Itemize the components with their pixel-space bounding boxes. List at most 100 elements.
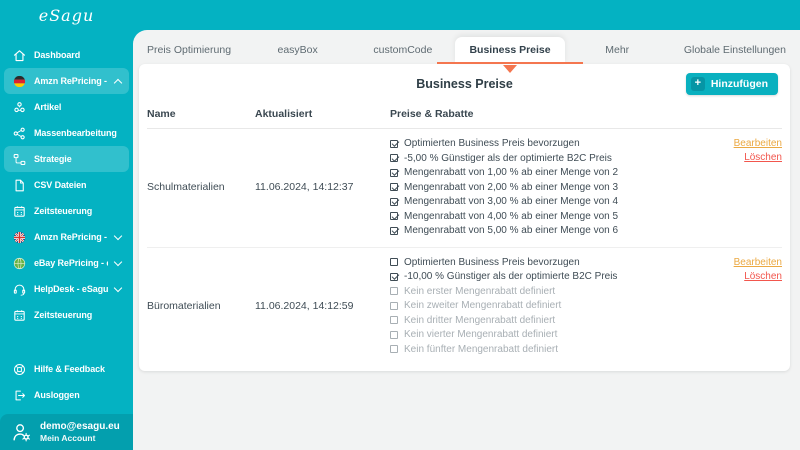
table-row: Büromaterialien 11.06.2024, 14:12:59 Opt… bbox=[147, 246, 782, 366]
column-header-preise-rabatte: Preise & Rabatte bbox=[390, 108, 474, 120]
price-rule-text: Optimierten Business Preis bevorzugen bbox=[404, 256, 580, 268]
checkbox-unchecked-icon bbox=[390, 330, 398, 339]
column-header-actions bbox=[718, 108, 782, 120]
row-price-rules: Optimierten Business Preis bevorzugen -5… bbox=[390, 137, 718, 238]
price-rule-text: Kein zweiter Mengenrabatt definiert bbox=[404, 300, 562, 311]
account-email: demo@esagu.eu bbox=[40, 421, 120, 432]
price-rule-item: Kein vierter Mengenrabatt definiert bbox=[390, 328, 718, 342]
sidebar-footer-nav: Hilfe & Feedback Ausloggen bbox=[0, 356, 133, 408]
checkbox-unchecked-icon bbox=[390, 316, 398, 324]
tab-label: Mehr bbox=[605, 44, 630, 56]
sidebar-item-helpdesk-esagu[interactable]: HelpDesk - eSagu bbox=[4, 276, 129, 302]
articles-icon bbox=[12, 100, 27, 115]
edit-link[interactable]: Bearbeiten bbox=[733, 138, 782, 149]
sidebar-item-ausloggen[interactable]: Ausloggen bbox=[4, 382, 129, 408]
file-icon bbox=[12, 178, 27, 193]
sidebar-item-csv-dateien[interactable]: CSV Dateien bbox=[4, 172, 129, 198]
price-rule-text: Kein vierter Mengenrabatt definiert bbox=[404, 329, 558, 340]
checkbox-checked-icon bbox=[390, 212, 398, 220]
tab-customcode[interactable]: customCode bbox=[350, 30, 455, 64]
sidebar-item-zeitsteuerung[interactable]: Zeitsteuerung bbox=[4, 302, 129, 328]
price-rule-item: Kein fünfter Mengenrabatt definiert bbox=[390, 343, 718, 357]
card-header: Business Preise + Hinzufügen bbox=[147, 64, 782, 104]
checkbox-unchecked-icon bbox=[390, 345, 398, 353]
sidebar-item-label: Hilfe & Feedback bbox=[34, 364, 105, 374]
delete-link[interactable]: Löschen bbox=[744, 270, 782, 282]
sidebar-item-amzn-repricing-esagu[interactable]: Amzn RePricing - eSagu bbox=[4, 224, 129, 250]
tab-business-preise[interactable]: Business Preise bbox=[437, 30, 583, 73]
checkbox-checked-icon bbox=[390, 154, 398, 162]
strategy-icon bbox=[12, 152, 27, 167]
tab-label: Globale Einstellungen bbox=[683, 44, 786, 56]
business-preise-card: Business Preise + Hinzufügen Name Aktual… bbox=[139, 64, 790, 371]
user-gear-icon bbox=[10, 421, 32, 443]
sidebar-item-zeitsteuerung[interactable]: Zeitsteuerung bbox=[4, 198, 129, 224]
column-header-aktualisiert: Aktualisiert bbox=[255, 108, 313, 120]
edit-link[interactable]: Bearbeiten bbox=[733, 256, 782, 268]
price-rule-item: Kein zweiter Mengenrabatt definiert bbox=[390, 299, 718, 313]
calendar-icon bbox=[12, 204, 27, 219]
chevron-down-icon bbox=[113, 257, 123, 266]
tab-easybox[interactable]: easyBox bbox=[245, 30, 350, 64]
checkbox-checked-icon bbox=[390, 168, 398, 177]
price-rule-text: Kein fünfter Mengenrabatt definiert bbox=[404, 343, 558, 355]
main-wrap: Preis Optimierung easyBox customCode Bus… bbox=[133, 0, 800, 450]
brand-logo: eSagu bbox=[38, 5, 95, 25]
logout-icon bbox=[12, 388, 27, 403]
sidebar-item-dashboard[interactable]: Dashboard bbox=[4, 42, 129, 68]
sidebar-item-amzn-repricing-esagu[interactable]: Amzn RePricing - eSagu bbox=[4, 68, 129, 94]
delete-link[interactable]: Löschen bbox=[744, 152, 782, 163]
tab-label: customCode bbox=[373, 44, 433, 56]
sidebar-spacer bbox=[0, 328, 133, 356]
account-label: Mein Account bbox=[40, 433, 96, 443]
price-rule-item: Kein erster Mengenrabatt definiert bbox=[390, 285, 718, 299]
sidebar-item-artikel[interactable]: Artikel bbox=[4, 94, 129, 120]
tab-mehr[interactable]: Mehr bbox=[565, 30, 670, 64]
sidebar-item-label: CSV Dateien bbox=[34, 180, 87, 190]
price-rule-item: Kein dritter Mengenrabatt definiert bbox=[390, 314, 718, 328]
content-panel: Preis Optimierung easyBox customCode Bus… bbox=[133, 30, 800, 450]
checkbox-checked-icon bbox=[390, 183, 398, 191]
price-rule-item: Mengenrabatt von 3,00 % ab einer Menge v… bbox=[390, 195, 718, 209]
checkbox-unchecked-icon bbox=[390, 258, 398, 266]
sidebar-item-ebay-repricing-esagu[interactable]: eBay RePricing - eSagu bbox=[4, 250, 129, 276]
column-header-name: Name bbox=[147, 108, 176, 120]
add-button[interactable]: + Hinzufügen bbox=[685, 73, 778, 95]
row-updated: 11.06.2024, 14:12:37 bbox=[255, 181, 354, 194]
sidebar-item-label: Zeitsteuerung bbox=[34, 206, 93, 216]
plus-icon: + bbox=[690, 77, 705, 91]
sidebar-item-label: Dashboard bbox=[34, 50, 81, 60]
checkbox-checked-icon bbox=[390, 197, 398, 206]
price-rule-text: Kein erster Mengenrabatt definiert bbox=[404, 285, 556, 297]
sidebar-item-label: Amzn RePricing - eSagu bbox=[34, 232, 108, 242]
checkbox-checked-icon bbox=[390, 139, 398, 148]
price-rule-text: -5,00 % Günstiger als der optimierte B2C… bbox=[404, 152, 612, 164]
account-text: demo@esagu.eu Mein Account bbox=[40, 421, 120, 443]
table-body: Schulmaterialien 11.06.2024, 14:12:37 Op… bbox=[147, 129, 782, 365]
sidebar-item-label: HelpDesk - eSagu bbox=[34, 284, 108, 294]
price-rule-text: Mengenrabatt von 1,00 % ab einer Menge v… bbox=[404, 167, 619, 178]
price-rule-item: Mengenrabatt von 5,00 % ab einer Menge v… bbox=[390, 224, 718, 238]
sidebar-item-hilfe-feedback[interactable]: Hilfe & Feedback bbox=[4, 356, 129, 382]
row-updated: 11.06.2024, 14:12:59 bbox=[255, 299, 354, 312]
sidebar-item-label: Ausloggen bbox=[34, 390, 80, 400]
sidebar-item-label: Artikel bbox=[34, 102, 62, 112]
checkbox-unchecked-icon bbox=[390, 301, 398, 310]
row-name: Schulmaterialien bbox=[147, 181, 225, 194]
checkbox-checked-icon bbox=[390, 226, 398, 235]
tab-globale-einstellungen[interactable]: Globale Einstellungen bbox=[670, 30, 800, 64]
sidebar-item-massenbearbeitung[interactable]: Massenbearbeitung bbox=[4, 120, 129, 146]
sidebar-item-strategie[interactable]: Strategie bbox=[4, 146, 129, 172]
sidebar-item-label: Strategie bbox=[34, 154, 72, 164]
tab-label: Preis Optimierung bbox=[147, 44, 232, 56]
price-rule-item: -10,00 % Günstiger als der optimierte B2… bbox=[390, 270, 718, 284]
price-rule-text: Mengenrabatt von 2,00 % ab einer Menge v… bbox=[404, 181, 619, 193]
sidebar-item-label: Zeitsteuerung bbox=[34, 310, 93, 320]
sidebar-item-label: Massenbearbeitung bbox=[34, 128, 117, 138]
account-section[interactable]: demo@esagu.eu Mein Account bbox=[0, 414, 133, 450]
add-button-label: Hinzufügen bbox=[710, 78, 768, 90]
tab-preis-optimierung[interactable]: Preis Optimierung bbox=[133, 30, 245, 64]
sidebar-item-label: eBay RePricing - eSagu bbox=[34, 258, 108, 268]
price-rule-text: Optimierten Business Preis bevorzugen bbox=[404, 138, 580, 149]
